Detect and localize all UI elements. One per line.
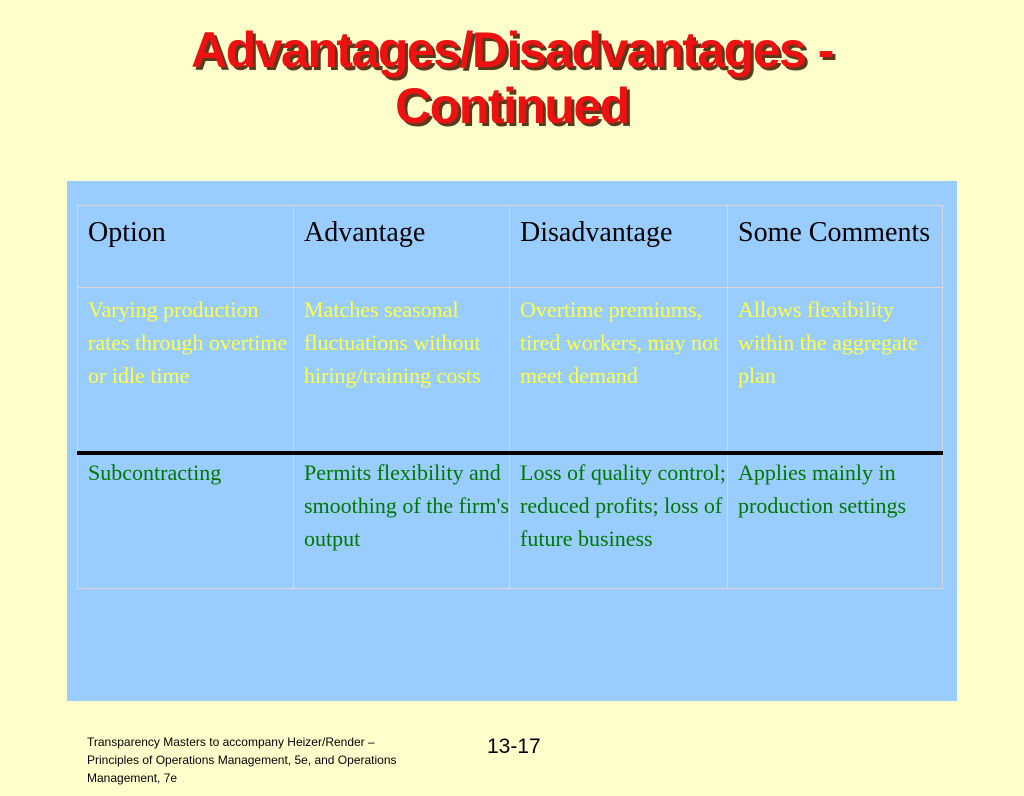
- slide-title-line-1: Advantages/Disadvantages -: [191, 22, 834, 78]
- table-cell-option: Subcontracting: [88, 460, 222, 485]
- table-cell-advantage: Matches seasonal fluctuations without hi…: [304, 297, 481, 388]
- slide-title-line-2: Continued: [395, 78, 630, 134]
- table-cell-comments: Allows flexibility within the aggregate …: [738, 297, 918, 388]
- table-divider: [293, 205, 294, 589]
- table-cell-comments: Applies mainly in production settings: [738, 460, 907, 518]
- table-row: Subcontracting Permits flexibility and s…: [77, 453, 943, 589]
- table-divider: [77, 588, 943, 589]
- table-cell-advantage: Permits flexibility and smoothing of the…: [304, 460, 510, 551]
- table-divider: [942, 205, 943, 589]
- table-row: Varying production rates through overtim…: [77, 287, 943, 453]
- header-cell-disadvantage: Disadvantage: [520, 217, 673, 248]
- table-divider: [77, 205, 78, 589]
- table-cell-disadvantage: Loss of quality control; reduced profits…: [520, 460, 726, 551]
- table-divider: [509, 205, 510, 589]
- table-divider: [77, 205, 943, 206]
- page-number: 13-17: [487, 735, 541, 758]
- footer-note: Transparency Masters to accompany Heizer…: [87, 735, 397, 785]
- header-cell-comments: Some Comments: [738, 217, 931, 248]
- header-cell-advantage: Advantage: [304, 217, 426, 248]
- table-divider: [77, 287, 943, 288]
- slide-title: Advantages/Disadvantages - Continued: [0, 22, 1024, 134]
- table-header-row: Option Advantage Disadvantage Some Comme…: [77, 205, 943, 287]
- table-cell-option: Varying production rates through overtim…: [88, 297, 288, 388]
- table-panel: Option Advantage Disadvantage Some Comme…: [67, 181, 957, 701]
- header-cell-option: Option: [88, 217, 166, 248]
- comparison-table: Option Advantage Disadvantage Some Comme…: [77, 205, 943, 589]
- table-cell-disadvantage: Overtime premiums, tired workers, may no…: [520, 297, 720, 388]
- table-row-separator: [77, 451, 943, 455]
- table-divider: [727, 205, 728, 589]
